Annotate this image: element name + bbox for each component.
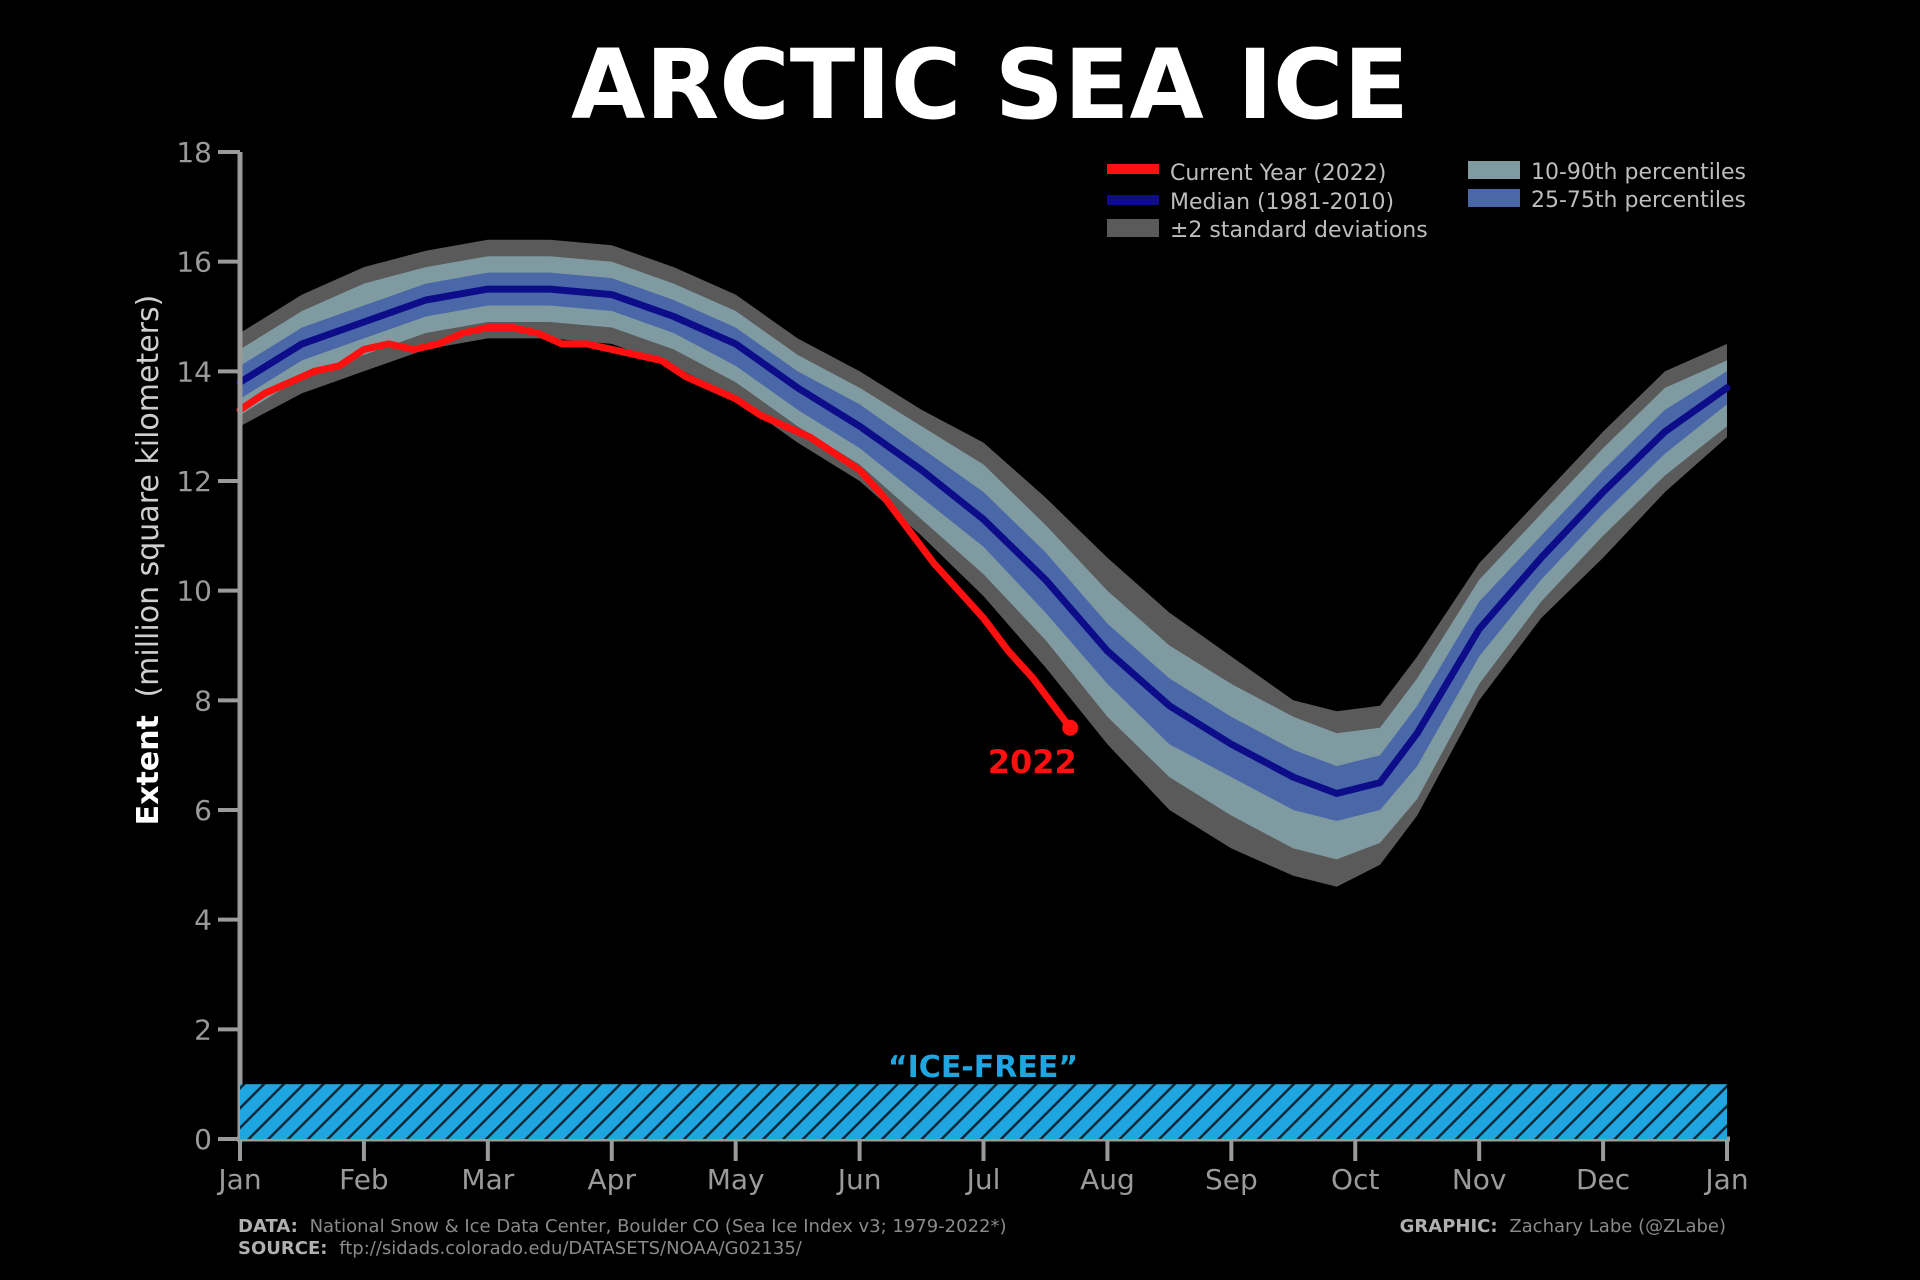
x-tick-label: Jan xyxy=(1703,1163,1748,1196)
footer-data-label: DATA: xyxy=(238,1216,298,1237)
current-year-end-point xyxy=(1062,719,1079,736)
y-tick-label: 18 xyxy=(176,136,212,169)
footer-source-label: SOURCE: xyxy=(238,1238,327,1259)
legend-label-current: Current Year (2022) xyxy=(1170,161,1386,186)
x-tick-label: Jun xyxy=(836,1163,882,1196)
y-axis-label: Extent (million square kilometers) xyxy=(131,295,166,826)
x-tick-label: Oct xyxy=(1331,1163,1379,1196)
p10-90-band xyxy=(240,256,1727,860)
median-line xyxy=(236,285,1731,797)
y-tick-label: 4 xyxy=(194,904,212,937)
bands-layer xyxy=(240,239,1727,887)
legend-label-std2: ±2 standard deviations xyxy=(1170,218,1428,243)
x-tick-label: Feb xyxy=(339,1163,389,1196)
lines-layer xyxy=(236,285,1731,797)
legend-label-p25-75: 25-75th percentiles xyxy=(1531,188,1746,213)
ice-free-band xyxy=(240,1084,1727,1139)
legend: Current Year (2022) Median (1981-2010) ±… xyxy=(1107,160,1746,243)
legend-swatch-p10-90 xyxy=(1468,161,1520,179)
x-tick-label: Apr xyxy=(588,1163,637,1196)
y-tick-label: 6 xyxy=(194,794,212,827)
current-year-line xyxy=(236,324,1074,732)
footer-source: SOURCE: ftp://sidads.colorado.edu/DATASE… xyxy=(238,1238,803,1259)
x-tick-label: Dec xyxy=(1576,1163,1630,1196)
y-tick-label: 12 xyxy=(176,465,212,498)
footer-graphic: GRAPHIC: Zachary Labe (@ZLabe) xyxy=(1400,1216,1726,1237)
x-tick-label: Nov xyxy=(1452,1163,1507,1196)
legend-label-p10-90: 10-90th percentiles xyxy=(1531,160,1746,185)
footer-graphic-text: Zachary Labe (@ZLabe) xyxy=(1509,1216,1726,1237)
legend-swatch-p25-75 xyxy=(1468,189,1520,207)
x-tick-label: Jan xyxy=(216,1163,261,1196)
legend-label-median: Median (1981-2010) xyxy=(1170,190,1394,215)
x-tick-label: Mar xyxy=(461,1163,514,1196)
y-tick-label: 8 xyxy=(194,684,212,717)
y-tick-label: 10 xyxy=(176,575,212,608)
y-tick-label: 2 xyxy=(194,1013,212,1046)
legend-swatch-std2 xyxy=(1107,219,1159,237)
x-tick-label: May xyxy=(707,1163,765,1196)
legend-swatch-median xyxy=(1107,195,1159,205)
axes-layer: 0 2 4 6 8 10 12 14 16 18 Jan Feb Mar Apr May Jun Jul Aug S… xyxy=(176,136,1748,1196)
footer-data-text: National Snow & Ice Data Center, Boulder… xyxy=(310,1216,1007,1237)
y-axis-label-rest: (million square kilometers) xyxy=(131,295,166,698)
x-tick-label: Jul xyxy=(965,1163,1001,1196)
legend-swatch-current xyxy=(1107,164,1159,174)
current-year-end-label: 2022 xyxy=(988,743,1077,781)
footer-data: DATA: National Snow & Ice Data Center, B… xyxy=(238,1216,1007,1237)
p25-75-band xyxy=(240,272,1727,822)
chart-title: ARCTIC SEA ICE xyxy=(571,29,1409,141)
x-tick-label: Sep xyxy=(1205,1163,1258,1196)
y-tick-label: 14 xyxy=(176,355,212,388)
ice-free-label: “ICE-FREE” xyxy=(888,1050,1078,1085)
x-tick-label: Aug xyxy=(1080,1163,1135,1196)
y-tick-label: 0 xyxy=(194,1123,212,1156)
footer-source-text: ftp://sidads.colorado.edu/DATASETS/NOAA/… xyxy=(339,1238,803,1259)
y-tick-label: 16 xyxy=(176,246,212,279)
svg-text:Extent (million square k: Extent (million square kilometers) xyxy=(131,295,166,826)
footer-graphic-label: GRAPHIC: xyxy=(1400,1216,1498,1237)
y-axis-label-bold: Extent xyxy=(131,715,166,825)
